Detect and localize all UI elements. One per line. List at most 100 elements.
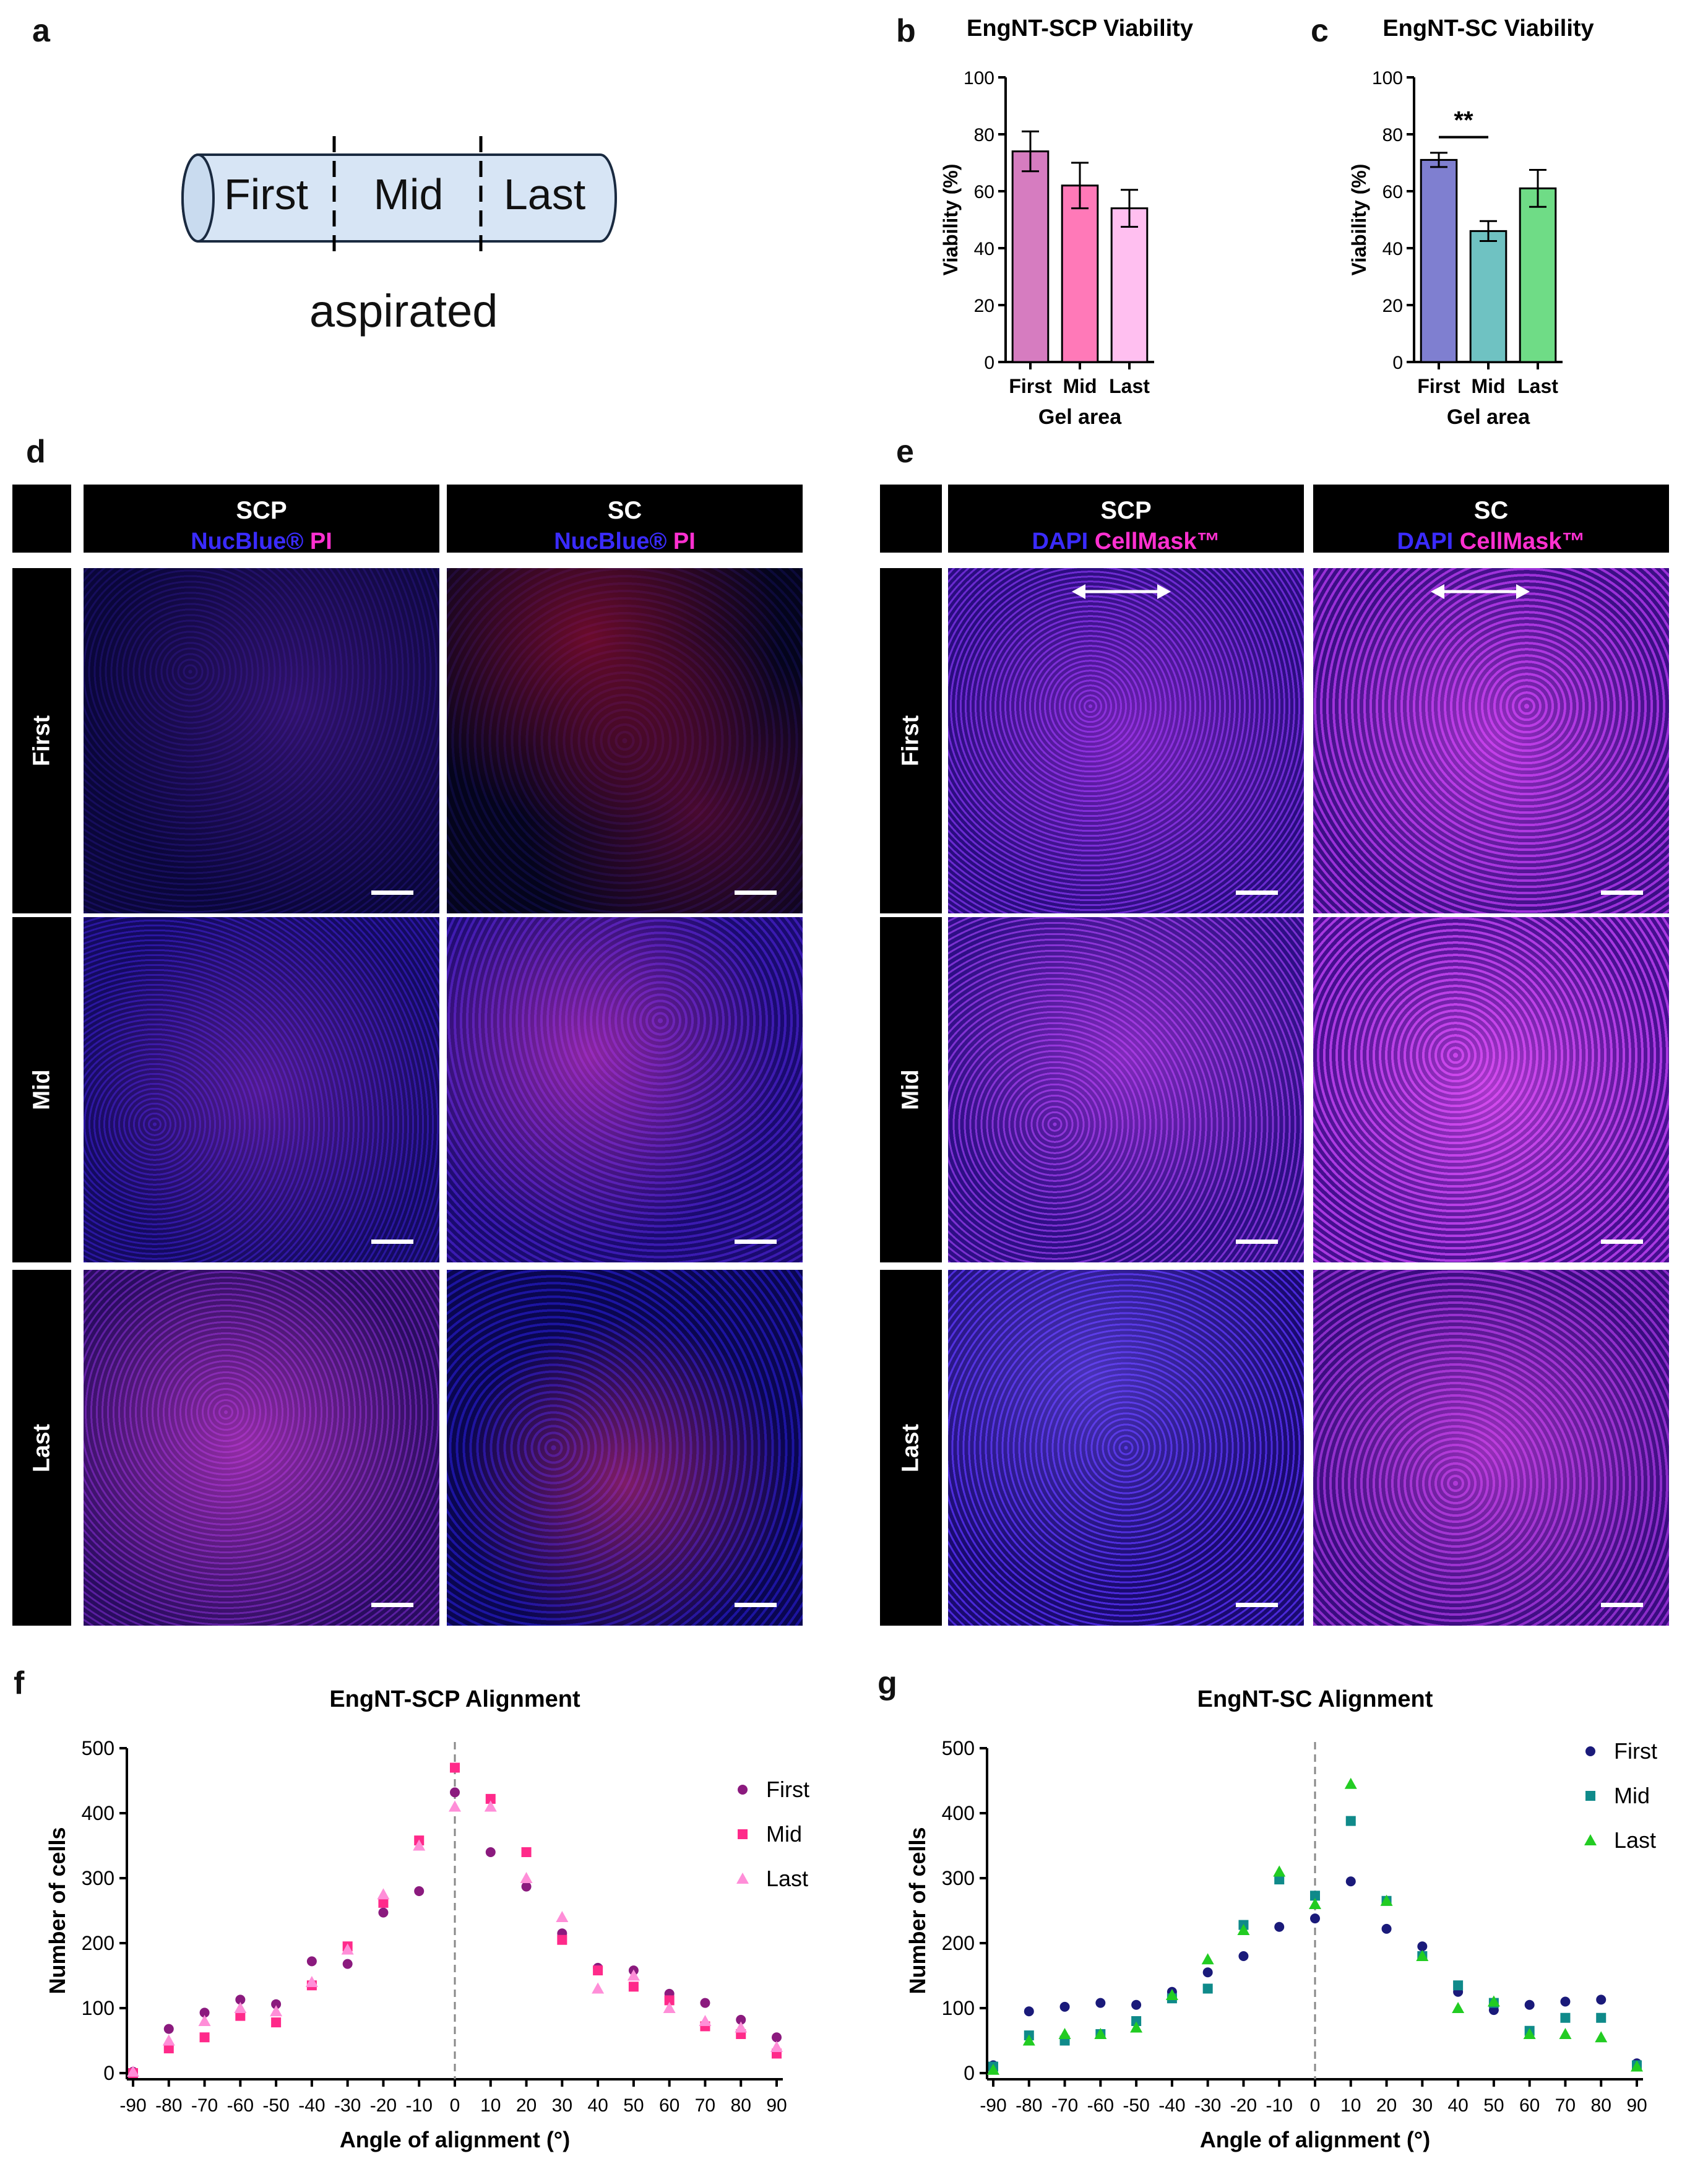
legend-label: Last xyxy=(766,1866,808,1891)
point-mid xyxy=(593,1965,603,1976)
x-axis-label: Gel area xyxy=(1038,405,1122,429)
point-first xyxy=(700,1998,710,2008)
point-last xyxy=(1595,2031,1608,2043)
micro-d-row-mid: Mid xyxy=(12,917,71,1262)
y-tick-label: 500 xyxy=(82,1737,114,1759)
x-tick-label: -20 xyxy=(1230,2095,1257,2116)
y-axis-label: Viability (%) xyxy=(1348,164,1370,276)
y-tick-label: 300 xyxy=(942,1867,975,1889)
x-tick-label: 50 xyxy=(623,2095,644,2116)
micro-e-stain-cellmask: CellMask™ xyxy=(1459,528,1585,554)
legend-marker-mid xyxy=(738,1829,748,1839)
x-tick-label: -40 xyxy=(1158,2095,1185,2116)
point-mid xyxy=(1274,1874,1285,1885)
bar-first xyxy=(1011,150,1050,363)
x-tick-label: Mid xyxy=(1063,375,1097,397)
point-first xyxy=(1345,1876,1356,1887)
point-first xyxy=(521,1881,532,1892)
x-tick-label: -50 xyxy=(262,2095,289,2116)
micro-d-stain-pi: PI xyxy=(673,528,696,554)
x-tick-label: 50 xyxy=(1483,2095,1504,2116)
x-tick-label: Last xyxy=(1109,375,1150,397)
chart-title: EngNT-SCP Viability xyxy=(967,15,1193,41)
panel-label-f: f xyxy=(14,1665,25,1701)
bar-mid xyxy=(1469,230,1507,363)
y-tick-label: 0 xyxy=(964,2062,975,2084)
scale-bar xyxy=(735,1603,777,1607)
micro-e-scp-first xyxy=(948,568,1304,913)
point-last xyxy=(1452,2002,1465,2013)
y-tick-label: 0 xyxy=(984,353,994,373)
point-first xyxy=(1310,1913,1320,1924)
x-tick-label: 20 xyxy=(1376,2095,1397,2116)
panel-label-c: c xyxy=(1311,13,1329,49)
panel-label-g: g xyxy=(878,1665,897,1701)
point-last xyxy=(735,2021,748,2033)
micro-d-stain-nucblue: NucBlue® xyxy=(554,528,667,554)
x-axis-label: Angle of alignment (°) xyxy=(340,2127,570,2152)
point-first xyxy=(1524,1999,1535,2010)
point-mid xyxy=(485,1793,496,1804)
scale-bar xyxy=(735,1240,777,1244)
micro-e-row-last: Last xyxy=(880,1270,942,1626)
x-tick-label: 10 xyxy=(1340,2095,1361,2116)
point-first xyxy=(1417,1941,1428,1952)
point-last xyxy=(1631,2060,1643,2072)
micro-e-stain-dapi: DAPI xyxy=(1397,528,1454,554)
point-mid xyxy=(378,1897,389,1908)
x-tick-label: First xyxy=(1009,375,1052,397)
point-first xyxy=(199,2007,210,2018)
point-first xyxy=(1381,1923,1392,1934)
y-tick-label: 20 xyxy=(974,296,994,316)
point-last xyxy=(1058,2028,1071,2039)
x-tick-label: 80 xyxy=(731,2095,751,2116)
point-last xyxy=(1165,1989,1178,2000)
point-last xyxy=(413,1839,426,1851)
x-tick-label: 90 xyxy=(766,2095,787,2116)
point-first xyxy=(1024,2006,1034,2017)
x-tick-label: 60 xyxy=(1519,2095,1540,2116)
micro-e-sc-first xyxy=(1313,568,1669,913)
x-tick-label: 90 xyxy=(1626,2095,1647,2116)
alignment-arrow-icon xyxy=(1072,584,1171,599)
panel-label-d: d xyxy=(26,434,46,470)
point-last xyxy=(627,1969,640,1981)
tube-diagram: First Mid Last xyxy=(181,136,617,254)
segment-last: Last xyxy=(504,170,585,218)
x-tick-label: 70 xyxy=(1555,2095,1576,2116)
row-label: Last xyxy=(28,1423,54,1472)
bar-last xyxy=(1110,207,1149,363)
point-last xyxy=(162,2034,175,2046)
point-mid xyxy=(521,1847,532,1857)
x-tick-label: -10 xyxy=(406,2095,433,2116)
micro-e-scp-last xyxy=(948,1270,1304,1626)
micro-d-sc-mid xyxy=(447,917,803,1262)
legend-marker-last xyxy=(1584,1834,1597,1845)
bar-mid xyxy=(1061,184,1099,363)
point-mid xyxy=(450,1762,460,1773)
point-mid xyxy=(1310,1891,1320,1901)
legend-label: Mid xyxy=(766,1821,802,1847)
x-tick-label: -50 xyxy=(1123,2095,1149,2116)
scale-bar xyxy=(1236,1603,1278,1607)
point-mid xyxy=(1560,2012,1571,2023)
chart-title: EngNT-SC Alignment xyxy=(1197,1686,1433,1712)
y-tick-label: 400 xyxy=(942,1802,975,1824)
x-tick-label: -10 xyxy=(1266,2095,1293,2116)
scale-bar xyxy=(735,890,777,895)
x-tick-label: 80 xyxy=(1591,2095,1611,2116)
micro-d-row-last: Last xyxy=(12,1270,71,1626)
tube-caption: aspirated xyxy=(309,285,498,337)
panel-label-e: e xyxy=(896,434,914,470)
y-tick-label: 100 xyxy=(82,1997,114,2019)
micro-d-scp-first xyxy=(84,568,439,913)
panel-label-b: b xyxy=(896,13,916,49)
point-last xyxy=(592,1982,605,1994)
point-last xyxy=(305,1976,318,1987)
point-mid xyxy=(1596,2012,1607,2023)
legend-marker-first xyxy=(1585,1746,1595,1756)
x-tick-label: -40 xyxy=(298,2095,325,2116)
point-last xyxy=(987,2063,999,2075)
y-tick-label: 0 xyxy=(103,2062,114,2084)
